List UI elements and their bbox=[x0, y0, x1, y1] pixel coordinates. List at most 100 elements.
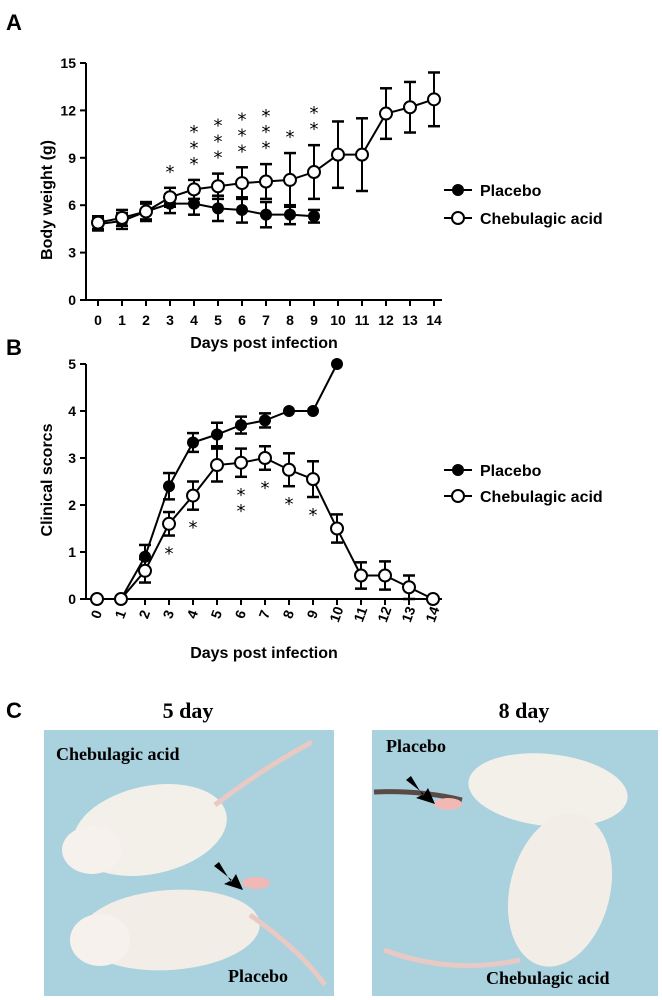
legend-b-chebulagic-marker bbox=[451, 489, 465, 503]
chart-b-placebo-point bbox=[307, 405, 319, 417]
mouse-right-lower-body bbox=[507, 813, 613, 967]
chart-a-chebulagic-point bbox=[283, 172, 297, 187]
legend-b-placebo-label: Placebo bbox=[480, 463, 542, 480]
chart-b-y-tick-label: 3 bbox=[68, 450, 76, 466]
chart-a-placebo-point bbox=[308, 210, 320, 223]
mouse-right-upper-body bbox=[468, 753, 628, 827]
chart-b-chebulagic-point bbox=[114, 592, 128, 606]
chart-a-x-tick-label: 1 bbox=[118, 312, 126, 328]
chart-a-significance-star: * bbox=[238, 125, 247, 146]
chart-b-chebulagic-point bbox=[402, 580, 416, 595]
chart-a-significance-star: * bbox=[238, 141, 247, 162]
chart-a-significance-star: * bbox=[286, 127, 295, 148]
panel-letter-c: C bbox=[6, 698, 22, 723]
chart-b-y-tick-label: 4 bbox=[68, 403, 76, 419]
chart-b-x-tick-label: 3 bbox=[159, 608, 177, 621]
chart-a-chebulagic-point bbox=[379, 106, 393, 121]
chart-a-chebulagic-point bbox=[139, 204, 153, 219]
chart-a-chebulagic-point bbox=[403, 100, 417, 115]
chart-b-placebo-point bbox=[187, 436, 199, 449]
chart-a-significance-star: * bbox=[190, 138, 199, 159]
chart-a-x-tick-label: 10 bbox=[330, 312, 346, 328]
photo-left-label-bottom: Placebo bbox=[228, 966, 288, 986]
chart-b-x-tick-label: 8 bbox=[279, 608, 297, 621]
legend-b-placebo-marker bbox=[452, 464, 464, 476]
mouse-upper-tail bbox=[213, 739, 314, 807]
chart-b-clinical-scores: Clinical scorcs Days post infection 0123… bbox=[39, 356, 443, 662]
chart-b-x-tick-label: 2 bbox=[135, 608, 153, 621]
chart-b-x-tick-label: 4 bbox=[183, 608, 201, 621]
mouse-right-lower-tail bbox=[383, 947, 521, 969]
chart-a-chebulagic-point bbox=[331, 147, 345, 162]
chart-a-placebo-point bbox=[260, 208, 272, 221]
chart-b-significance-star: * bbox=[189, 518, 198, 539]
chart-a-significance-star: * bbox=[214, 132, 223, 153]
chart-b-x-tick-label: 13 bbox=[398, 604, 418, 624]
chart-b-x-tick-label: 5 bbox=[207, 608, 225, 621]
mouse-lower-head bbox=[70, 914, 130, 966]
chart-a-y-tick-label: 3 bbox=[68, 245, 76, 261]
chart-a-x-tick-label: 4 bbox=[190, 312, 198, 328]
chart-b-y-tick-label: 0 bbox=[68, 591, 76, 607]
photo-left-label-top: Chebulagic acid bbox=[56, 744, 180, 764]
chart-b-chebulagic-point bbox=[282, 462, 296, 477]
chart-b-placebo-point bbox=[211, 428, 223, 441]
chart-b-chebulagic-point bbox=[306, 472, 320, 487]
chart-b-chebulagic-point bbox=[234, 455, 248, 470]
chart-b-significance-star: * bbox=[165, 544, 174, 565]
panel-letter-a: A bbox=[6, 10, 22, 35]
swollen-foot bbox=[242, 877, 270, 889]
chart-a-significance-star: * bbox=[310, 119, 319, 140]
chart-a-placebo-point bbox=[212, 202, 224, 215]
mouse-lower-tail bbox=[248, 912, 328, 987]
chart-a-chebulagic-point bbox=[211, 179, 225, 194]
chart-a-chebulagic-point bbox=[427, 92, 441, 107]
chart-a-chebulagic-point bbox=[355, 147, 369, 162]
mouse-right-upper-tail bbox=[373, 789, 463, 803]
chart-b-placebo-point bbox=[163, 480, 175, 493]
mouse-upper-head bbox=[62, 826, 122, 874]
chart-a-x-tick-label: 14 bbox=[426, 312, 442, 328]
chart-a-chebulagic-point bbox=[115, 210, 129, 225]
chart-b-xlabel: Days post infection bbox=[190, 645, 338, 662]
chart-b-significance-star: * bbox=[261, 478, 270, 499]
chart-b-placebo-point bbox=[235, 419, 247, 432]
legend-a-placebo-label: Placebo bbox=[480, 183, 542, 200]
legend-b-chebulagic-label: Chebulagic acid bbox=[480, 489, 603, 506]
chart-a-placebo-point bbox=[284, 208, 296, 221]
chart-b-chebulagic-point bbox=[354, 568, 368, 583]
chart-a-x-tick-label: 9 bbox=[310, 312, 318, 328]
chart-a-significance-star: * bbox=[190, 154, 199, 175]
chart-a-significance-star: * bbox=[166, 162, 175, 183]
chart-a-y-tick-label: 12 bbox=[60, 102, 76, 118]
legend-a: Placebo Chebulagic acid bbox=[444, 183, 603, 228]
photo-left-title: 5 day bbox=[163, 698, 214, 723]
chart-a-x-tick-label: 5 bbox=[214, 312, 222, 328]
chart-a-placebo-point bbox=[188, 197, 200, 210]
chart-b-placebo-point bbox=[331, 358, 343, 370]
chart-a-y-tick-label: 9 bbox=[68, 150, 76, 166]
chart-b-x-tick-label: 10 bbox=[326, 604, 346, 624]
chart-a-y-tick-label: 15 bbox=[60, 55, 76, 71]
chart-a-x-tick-label: 11 bbox=[355, 312, 370, 328]
chart-b-significance-star: * bbox=[309, 505, 318, 526]
chart-a-chebulagic-point bbox=[187, 182, 201, 197]
legend-a-chebulagic-label: Chebulagic acid bbox=[480, 211, 603, 228]
chart-b-y-tick-label: 1 bbox=[68, 544, 76, 560]
chart-a-ylabel: Body weight (g) bbox=[39, 140, 56, 260]
chart-b-x-tick-label: 1 bbox=[111, 608, 129, 621]
chart-b-significance-star: * bbox=[237, 485, 246, 506]
legend-b: Placebo Chebulagic acid bbox=[444, 463, 603, 506]
chart-b-chebulagic-point bbox=[330, 521, 344, 536]
arrow-icon bbox=[406, 776, 435, 804]
chart-b-chebulagic-point bbox=[162, 516, 176, 531]
photo-right-label-top: Placebo bbox=[386, 736, 446, 756]
chart-a-xlabel: Days post infection bbox=[190, 335, 338, 352]
chart-a-x-tick-label: 6 bbox=[238, 312, 246, 328]
chart-a-x-tick-label: 3 bbox=[166, 312, 174, 328]
chart-a-chebulagic-point bbox=[91, 215, 105, 230]
chart-a-placebo-line bbox=[97, 202, 315, 226]
chart-b-placebo-point bbox=[259, 414, 271, 427]
chart-a-x-tick-label: 2 bbox=[142, 312, 150, 328]
